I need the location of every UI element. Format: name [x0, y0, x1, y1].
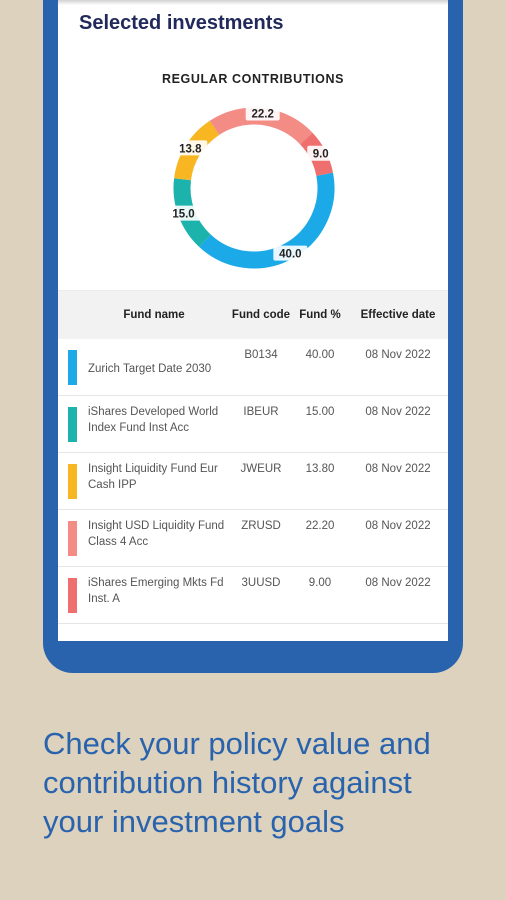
fund-color-indicator	[68, 350, 77, 385]
svg-text:40.0: 40.0	[279, 249, 301, 261]
effective-date: 08 Nov 2022	[365, 577, 431, 589]
header-effective-date: Effective date	[360, 309, 436, 321]
fund-name: Insight Liquidity Fund Eur Cash IPP	[88, 463, 218, 491]
header-fund-name: Fund name	[123, 309, 185, 321]
svg-text:22.2: 22.2	[251, 109, 273, 121]
slice-label: 13.8	[173, 140, 208, 156]
fund-name: Insight USD Liquidity Fund Class 4 Acc	[88, 520, 225, 548]
investments-table: Fund name Fund code Fund % Effective dat…	[58, 290, 448, 624]
promo-caption: Check your policy value and contribution…	[43, 724, 483, 841]
header-shadow	[58, 0, 448, 5]
fund-code: 3UUSD	[241, 577, 281, 589]
contributions-donut-chart: 40.0 15.0 13.8 22.2 9.0	[166, 105, 335, 269]
slice-label: 40.0	[273, 245, 308, 261]
table-row[interactable]: iShares Emerging Mkts Fd Inst. A 3UUSD 9…	[58, 567, 448, 624]
caption-line: your investment goals	[43, 804, 345, 839]
section-title: Selected investments	[79, 12, 284, 34]
fund-percent: 13.80	[305, 463, 335, 475]
table-header: Fund name Fund code Fund % Effective dat…	[58, 291, 448, 339]
effective-date: 08 Nov 2022	[365, 463, 431, 475]
fund-name: iShares Emerging Mkts Fd Inst. A	[88, 577, 224, 605]
fund-percent: 9.00	[308, 577, 332, 589]
svg-text:15.0: 15.0	[172, 209, 194, 221]
fund-code: JWEUR	[240, 463, 282, 475]
table-row[interactable]: Insight Liquidity Fund Eur Cash IPP JWEU…	[58, 453, 448, 510]
header-fund-percent: Fund %	[299, 309, 341, 321]
table-row[interactable]: iShares Developed World Index Fund Inst …	[58, 396, 448, 453]
svg-text:13.8: 13.8	[179, 143, 202, 155]
donut-slice	[199, 172, 335, 269]
fund-name: iShares Developed World Index Fund Inst …	[88, 406, 219, 434]
fund-color-indicator	[68, 578, 77, 613]
slice-label: 22.2	[245, 105, 280, 121]
header-fund-code: Fund code	[231, 309, 291, 321]
fund-color-indicator	[68, 464, 77, 499]
table-row[interactable]: Zurich Target Date 2030 B0134 40.00 08 N…	[58, 339, 448, 396]
slice-label: 9.0	[307, 145, 335, 161]
effective-date: 08 Nov 2022	[365, 520, 431, 532]
fund-color-indicator	[68, 407, 77, 442]
chart-title: REGULAR CONTRIBUTIONS	[161, 72, 345, 86]
caption-line: Check your policy value and	[43, 726, 431, 761]
effective-date: 08 Nov 2022	[365, 349, 431, 361]
fund-color-indicator	[68, 521, 77, 556]
slice-label: 15.0	[166, 205, 201, 221]
svg-text:9.0: 9.0	[313, 149, 329, 161]
fund-code: B0134	[244, 349, 278, 361]
fund-percent: 15.00	[305, 406, 335, 418]
table-row[interactable]: Insight USD Liquidity Fund Class 4 Acc Z…	[58, 510, 448, 567]
fund-percent: 22.20	[305, 520, 335, 532]
fund-code: ZRUSD	[241, 520, 281, 532]
effective-date: 08 Nov 2022	[365, 406, 431, 418]
fund-name: Zurich Target Date 2030	[88, 363, 212, 375]
app-screen: Selected investments REGULAR CONTRIBUTIO…	[58, 0, 448, 641]
fund-code: IBEUR	[243, 406, 279, 418]
fund-percent: 40.00	[305, 349, 335, 361]
caption-line: contribution history against	[43, 765, 412, 800]
